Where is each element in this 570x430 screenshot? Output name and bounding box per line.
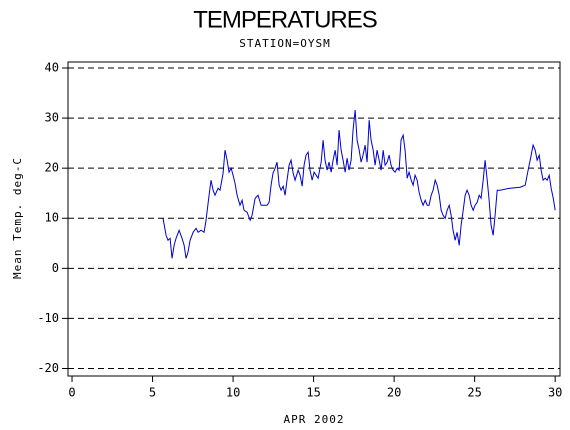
x-axis-label: APR 2002 [284,413,345,426]
y-tick-label: 20 [45,161,59,175]
x-tick-label: 5 [149,386,156,400]
y-axis-label: Mean Temp. deg-C [11,157,24,279]
y-tick-label: 40 [45,61,59,75]
chart-subtitle: STATION=OYSM [239,37,330,50]
x-tick-label: 0 [68,386,75,400]
y-tick-label: -10 [37,311,59,325]
x-tick-label: 15 [306,386,320,400]
y-tick-label: -20 [37,361,59,375]
y-tick-label: 10 [45,211,59,225]
x-tick-label: 20 [387,386,401,400]
x-tick-label: 25 [467,386,481,400]
plot-frame [67,61,561,377]
x-tick-label: 10 [226,386,240,400]
y-tick-label: 30 [45,111,59,125]
temperature-line [162,110,556,259]
x-tick-label: 30 [548,386,562,400]
y-tick-label: 0 [52,261,59,275]
chart-title: TEMPERATURES [193,6,377,33]
